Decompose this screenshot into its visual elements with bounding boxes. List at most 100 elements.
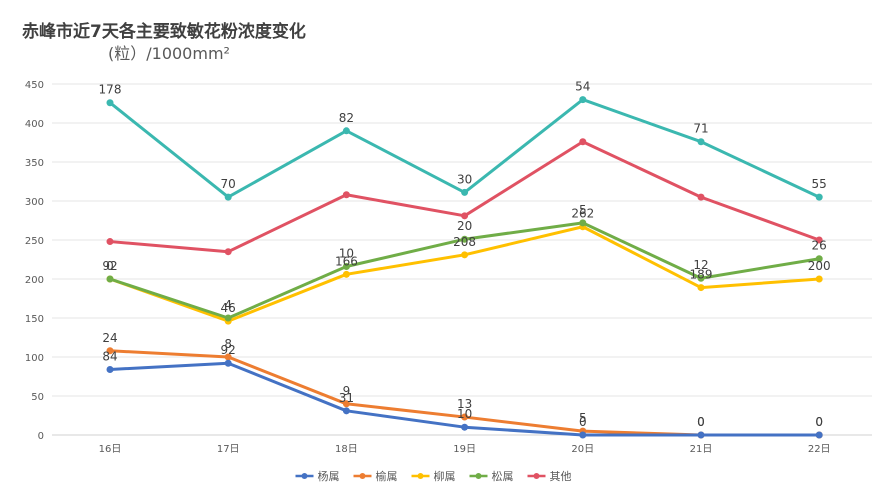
legend-marker [533,473,540,479]
data-point [697,138,705,146]
data-label: 0 [697,415,705,429]
data-label: 46 [221,301,236,315]
data-label: 0 [579,415,587,429]
data-point [342,400,350,408]
y-tick-label: 150 [25,314,44,325]
data-point [224,353,232,361]
data-point [342,191,350,199]
data-point [461,212,469,220]
data-point [579,431,587,439]
data-point [224,314,232,322]
legend-marker [301,473,308,479]
data-point [461,251,469,259]
data-point [461,235,469,243]
x-tick-label: 21日 [690,444,713,455]
y-tick-label: 300 [25,197,44,208]
data-label: 12 [693,258,708,272]
data-point [106,99,114,107]
data-label: 92 [102,259,117,273]
data-label: 10 [457,407,472,421]
data-label: 0 [815,415,823,429]
data-label: 24 [102,331,117,345]
series-lines [106,96,823,439]
legend-marker [359,473,366,479]
data-label: 54 [575,80,590,94]
x-tick-label: 16日 [99,444,122,455]
data-point [815,275,823,283]
data-point [106,347,114,355]
data-label: 55 [812,177,827,191]
data-label: 71 [693,122,708,136]
data-label: 189 [690,268,713,282]
data-point [461,423,469,431]
data-point [697,431,705,439]
data-label: 166 [335,254,358,268]
legend-marker [475,473,482,479]
data-label: 13 [457,397,472,411]
x-tick-label: 20日 [571,444,594,455]
legend-label: 柳属 [434,469,456,483]
data-label: 20 [457,219,472,233]
data-point [224,248,232,256]
data-point [697,274,705,282]
data-label: 8 [224,337,232,351]
data-label: 0 [106,259,114,273]
data-label: 262 [571,207,594,221]
data-point [106,238,114,246]
data-label: 5 [579,203,587,217]
data-point [224,359,232,367]
data-point [815,431,823,439]
chart-title: 赤峰市近7天各主要致敏花粉浓度变化 [22,22,306,42]
data-label: 30 [457,172,472,186]
data-label: 208 [453,235,476,249]
data-point [342,270,350,278]
legend-marker [417,473,424,479]
x-tick-label: 17日 [217,444,240,455]
data-label: 0 [815,415,823,429]
data-point [224,193,232,201]
grid-lines [52,83,872,436]
data-label: 4 [224,298,232,312]
data-point [579,219,587,227]
data-label: 92 [221,343,236,357]
y-tick-label: 400 [25,119,44,130]
data-label: 70 [221,177,236,191]
data-label: 0 [697,415,705,429]
data-label: 84 [102,349,117,363]
legend-label: 杨属 [318,469,340,483]
data-label: 82 [339,111,354,125]
data-point [815,193,823,201]
data-label: 178 [99,83,122,97]
y-tick-label: 250 [25,236,44,247]
data-point [342,127,350,135]
data-label: 31 [339,391,354,405]
data-point [815,236,823,244]
data-point [461,413,469,421]
data-label: 26 [812,239,827,253]
y-tick-label: 0 [38,431,44,442]
data-point [106,275,114,283]
chart-subtitle: (粒）/1000mm² [108,44,230,63]
data-label: 10 [339,247,354,261]
y-tick-label: 100 [25,353,44,364]
data-point [579,96,587,104]
y-tick-label: 350 [25,158,44,169]
data-label: 200 [808,259,831,273]
x-tick-label: 22日 [808,444,831,455]
legend-label: 榆属 [376,469,398,483]
data-label: 9 [343,384,351,398]
y-tick-label: 50 [31,392,44,403]
data-point [815,255,823,263]
data-point [342,263,350,271]
data-point [697,284,705,292]
y-tick-label: 200 [25,275,44,286]
legend-label: 其他 [550,470,572,483]
data-label: 5 [579,411,587,425]
data-point [697,193,705,201]
x-tick-label: 18日 [335,444,358,455]
data-point [342,407,350,415]
data-point [106,365,114,373]
